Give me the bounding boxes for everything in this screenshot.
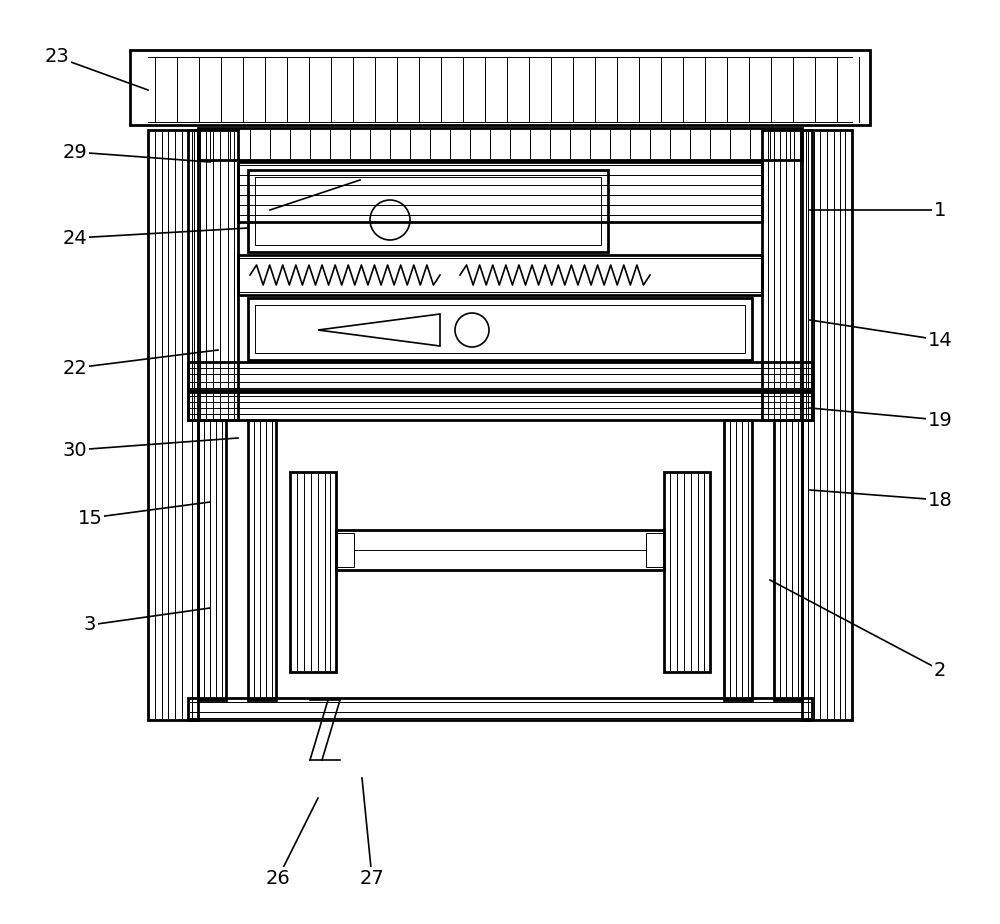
Text: 1: 1 (934, 201, 946, 220)
Bar (762, 130, 812, 420)
Bar (198, 420, 226, 700)
Bar (802, 130, 852, 720)
Bar (188, 362, 812, 390)
Bar (336, 533, 354, 567)
Bar (188, 130, 238, 420)
Text: 22: 22 (63, 359, 87, 378)
Bar (238, 162, 762, 222)
Bar (148, 130, 198, 720)
Bar (646, 533, 664, 567)
Text: 23: 23 (45, 47, 69, 67)
Text: 18: 18 (928, 491, 952, 509)
Text: 29: 29 (63, 142, 87, 162)
Bar (188, 698, 812, 720)
Bar (248, 298, 752, 360)
Text: 24: 24 (63, 228, 87, 248)
Text: 14: 14 (928, 331, 952, 349)
Text: 26: 26 (266, 869, 290, 887)
Text: 27: 27 (360, 869, 384, 887)
Text: 15: 15 (78, 508, 102, 528)
Bar (724, 420, 752, 700)
Text: 3: 3 (84, 615, 96, 635)
Bar (238, 255, 762, 295)
Text: 30: 30 (63, 441, 87, 459)
Bar (188, 392, 812, 420)
Bar (336, 530, 664, 570)
Bar (248, 170, 608, 252)
Text: 2: 2 (934, 661, 946, 679)
Bar (255, 305, 745, 353)
Text: 19: 19 (928, 410, 952, 430)
Bar (255, 177, 601, 245)
Bar (664, 472, 710, 672)
Bar (248, 420, 276, 700)
Bar (198, 128, 802, 160)
Bar (774, 420, 802, 700)
Bar (290, 472, 336, 672)
Bar (130, 50, 870, 125)
